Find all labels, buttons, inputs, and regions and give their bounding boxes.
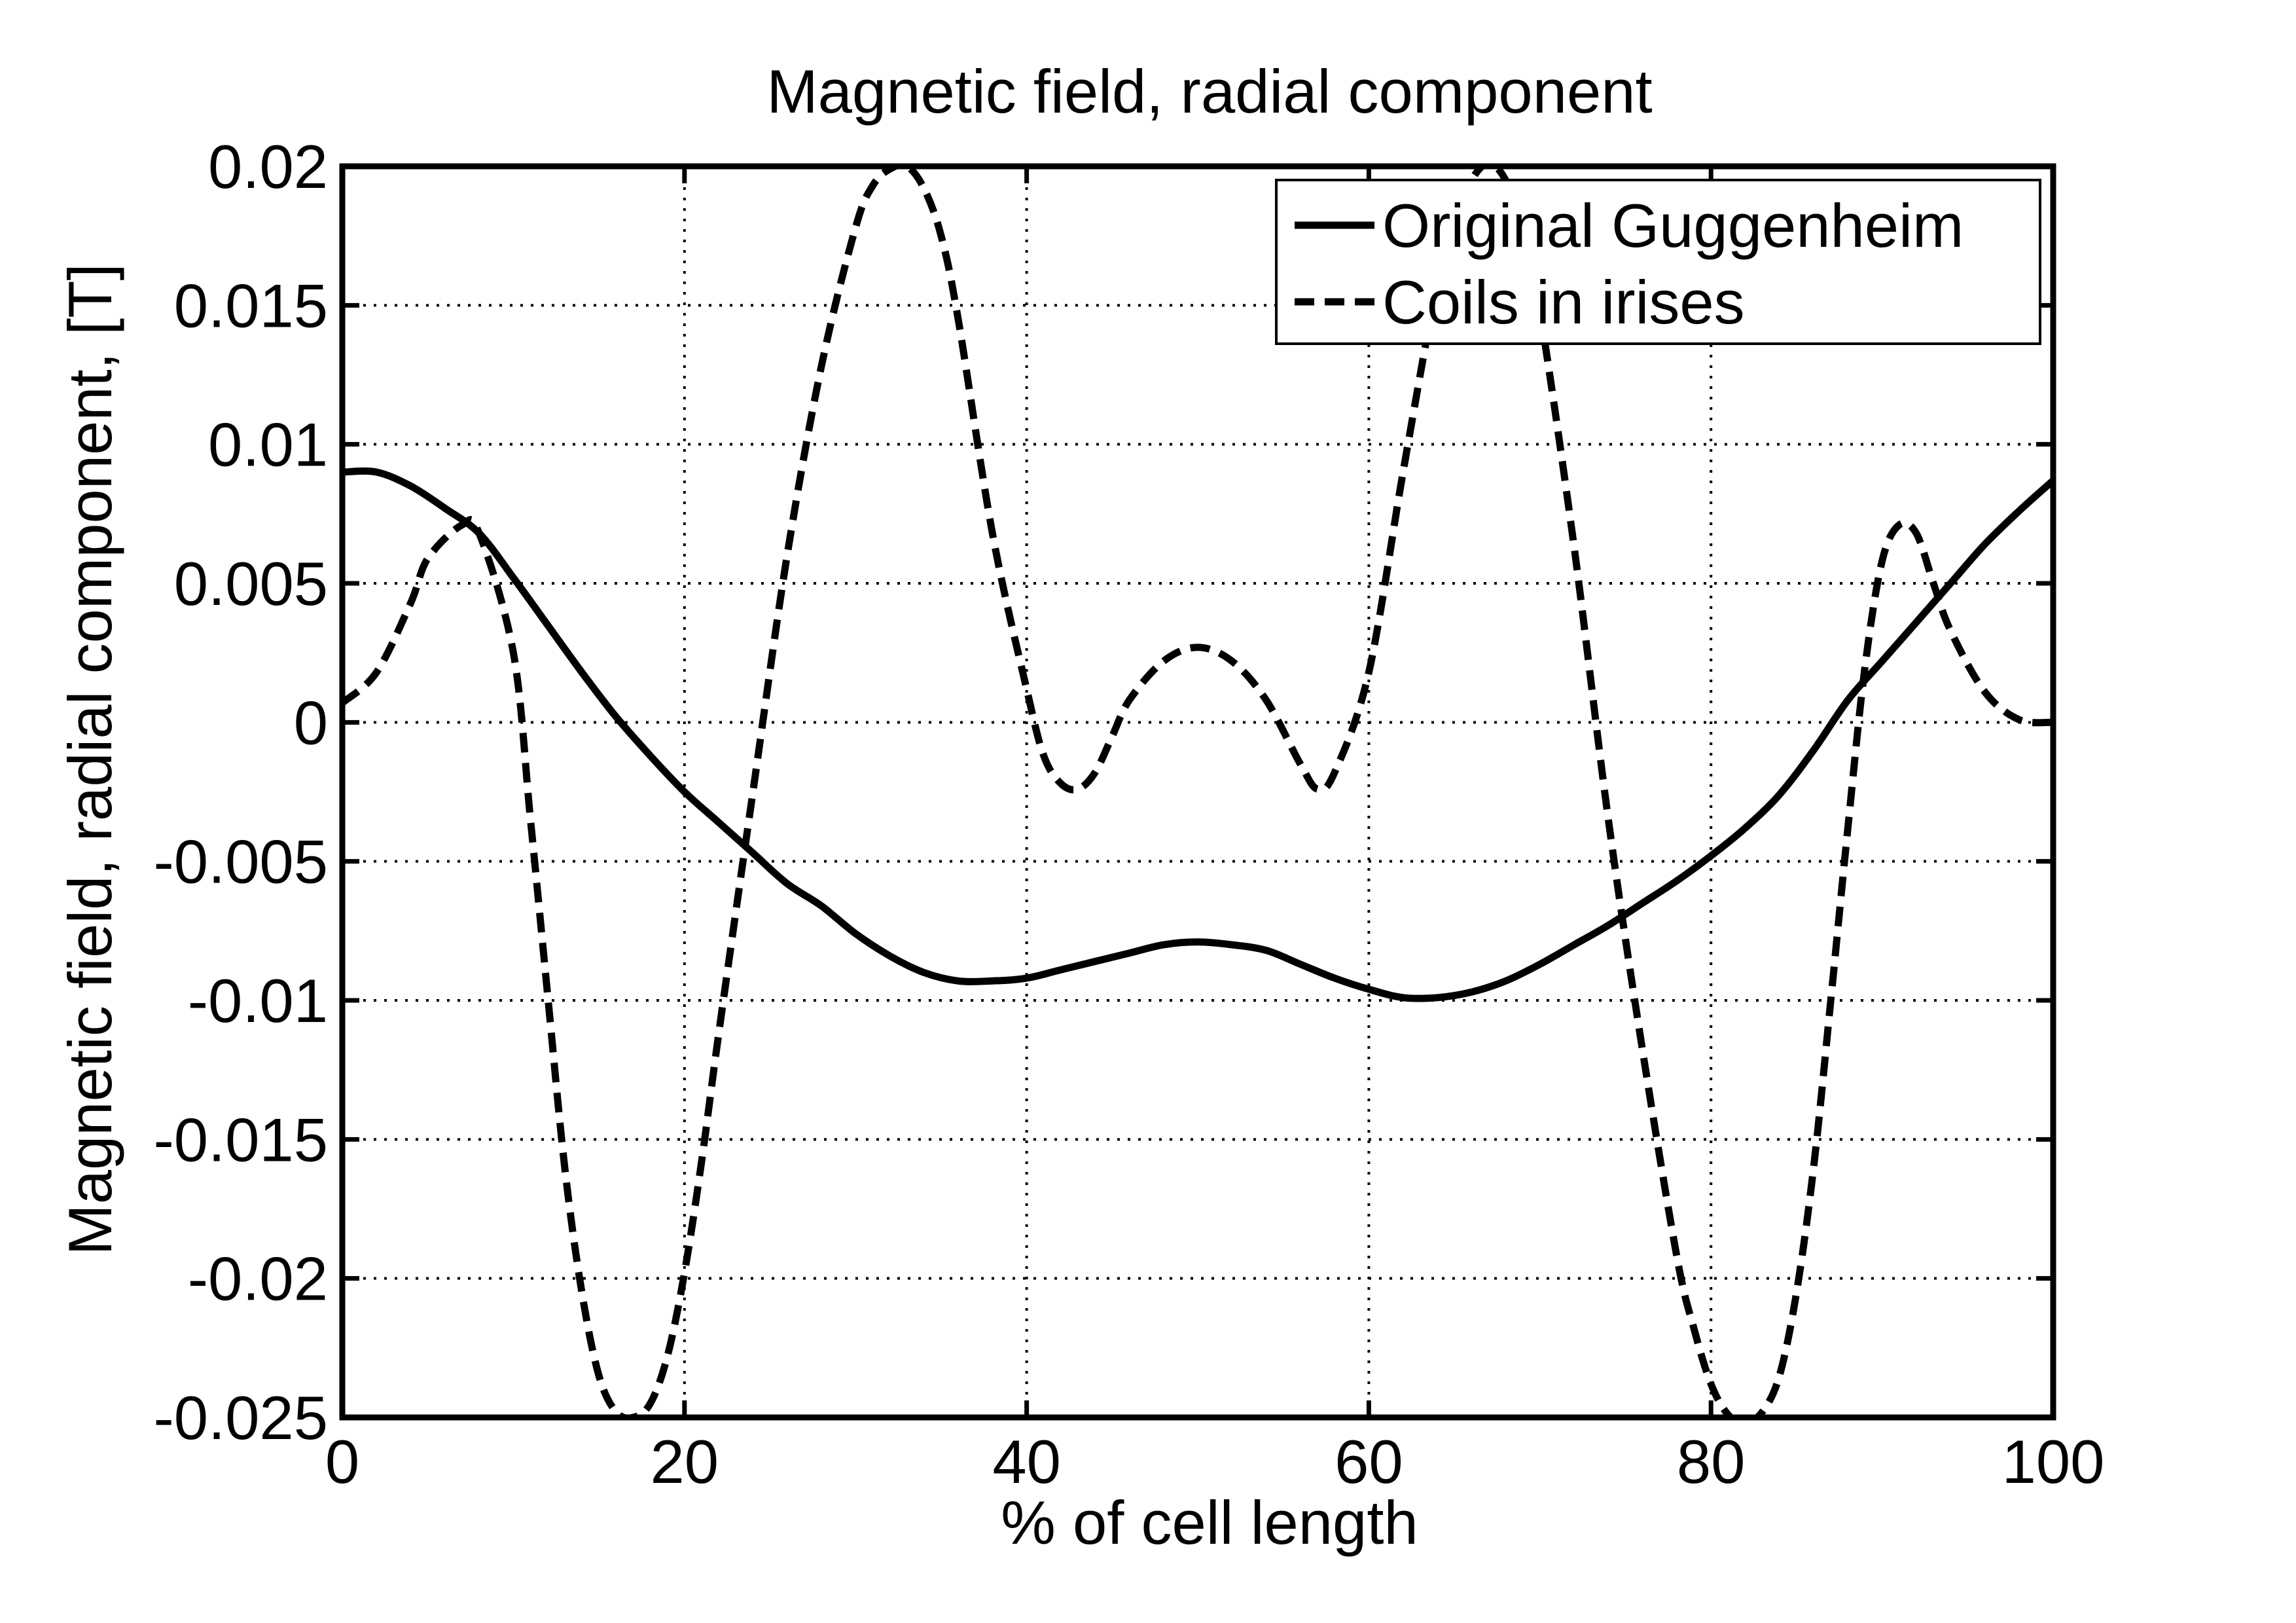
y-tick-label: -0.01 bbox=[188, 966, 328, 1035]
y-tick-label: 0 bbox=[294, 688, 328, 757]
x-tick-label: 60 bbox=[1335, 1427, 1403, 1496]
grid bbox=[342, 166, 2053, 1417]
y-tick-label: 0.005 bbox=[174, 549, 328, 618]
x-tick-label: 80 bbox=[1677, 1427, 1746, 1496]
y-tick-label: -0.005 bbox=[153, 828, 328, 896]
x-axis-label: % of cell length bbox=[1001, 1488, 1418, 1557]
x-tick-label: 20 bbox=[651, 1427, 719, 1496]
series-line-coils-in-irises bbox=[342, 166, 2053, 1417]
series-layer bbox=[342, 166, 2053, 1417]
y-tick-label: -0.025 bbox=[153, 1383, 328, 1452]
x-tick-label: 40 bbox=[992, 1427, 1061, 1496]
legend-box bbox=[1275, 179, 2041, 345]
x-tick-label: 0 bbox=[325, 1427, 359, 1496]
legend: Original Guggenheim Coils in irises bbox=[1275, 179, 2041, 345]
y-tick-label: 0.015 bbox=[174, 271, 328, 340]
y-tick-label: 0.01 bbox=[208, 410, 328, 479]
y-tick-label: -0.015 bbox=[153, 1105, 328, 1174]
y-axis-label: Magnetic field, radial component, [T] bbox=[56, 263, 124, 1255]
chart-title: Magnetic field, radial component bbox=[766, 57, 1652, 126]
y-tick-label: -0.02 bbox=[188, 1245, 328, 1313]
legend-label-original-guggenheim: Original Guggenheim bbox=[1382, 191, 1964, 260]
ticks bbox=[340, 164, 2056, 1420]
legend-label-coils-in-irises: Coils in irises bbox=[1382, 268, 1745, 337]
y-tick-label: 0.02 bbox=[208, 132, 328, 201]
x-tick-label: 100 bbox=[2002, 1427, 2105, 1496]
tick-labels: 0 20 40 60 80 100 -0.025 -0.02 -0.015 -0.01 -0.005… bbox=[153, 132, 2104, 1496]
plot-frame bbox=[339, 163, 2056, 1421]
series-line-original-guggenheim bbox=[342, 467, 2053, 1002]
